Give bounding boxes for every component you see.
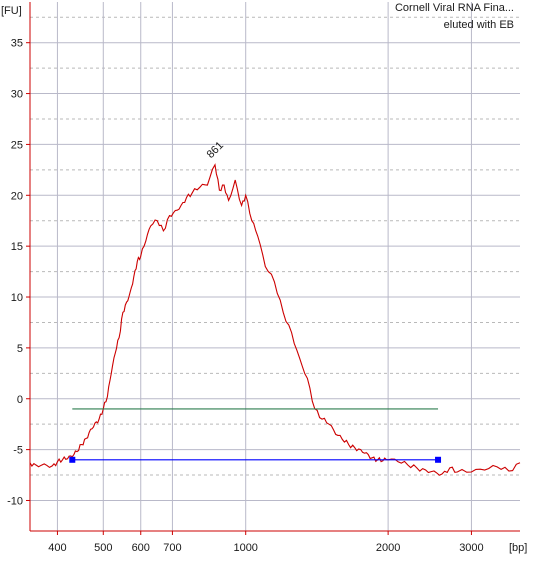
x-tick-label: 2000 — [376, 542, 400, 554]
y-tick-label: 15 — [11, 241, 23, 253]
y-tick-label: -5 — [13, 445, 23, 457]
series-line — [29, 163, 521, 476]
x-ticks: 400 500 600 700 1000 2000 3000 — [48, 531, 484, 554]
x-tick-label: 400 — [48, 542, 66, 554]
markers — [69, 408, 442, 463]
x-tick-label: 1000 — [233, 542, 257, 554]
chart-subtitle: eluted with EB — [444, 19, 514, 31]
grid — [30, 2, 520, 531]
y-unit-label: [FU] — [1, 5, 22, 17]
axes — [29, 2, 520, 532]
region-end-marker — [435, 456, 442, 463]
x-tick-label: 600 — [132, 542, 150, 554]
x-tick-label: 3000 — [459, 542, 483, 554]
x-tick-label: 500 — [94, 542, 112, 554]
y-tick-label: 25 — [11, 139, 23, 151]
y-tick-label: 5 — [17, 343, 23, 355]
x-tick-label: 700 — [163, 542, 181, 554]
x-unit-label: [bp] — [509, 542, 527, 554]
y-tick-label: 35 — [11, 38, 23, 50]
y-tick-label: 20 — [11, 190, 23, 202]
y-tick-label: 0 — [17, 394, 23, 406]
y-tick-label: 10 — [11, 292, 23, 304]
region-start-marker — [69, 456, 76, 463]
chart-title: Cornell Viral RNA Fina... — [395, 2, 514, 14]
y-ticks: -10 -5 0 5 10 15 20 25 30 35 — [7, 38, 30, 507]
series-layer — [29, 163, 521, 476]
y-tick-label: -10 — [7, 495, 23, 507]
y-tick-label: 30 — [11, 89, 23, 101]
peak-label: 861 — [205, 139, 226, 160]
